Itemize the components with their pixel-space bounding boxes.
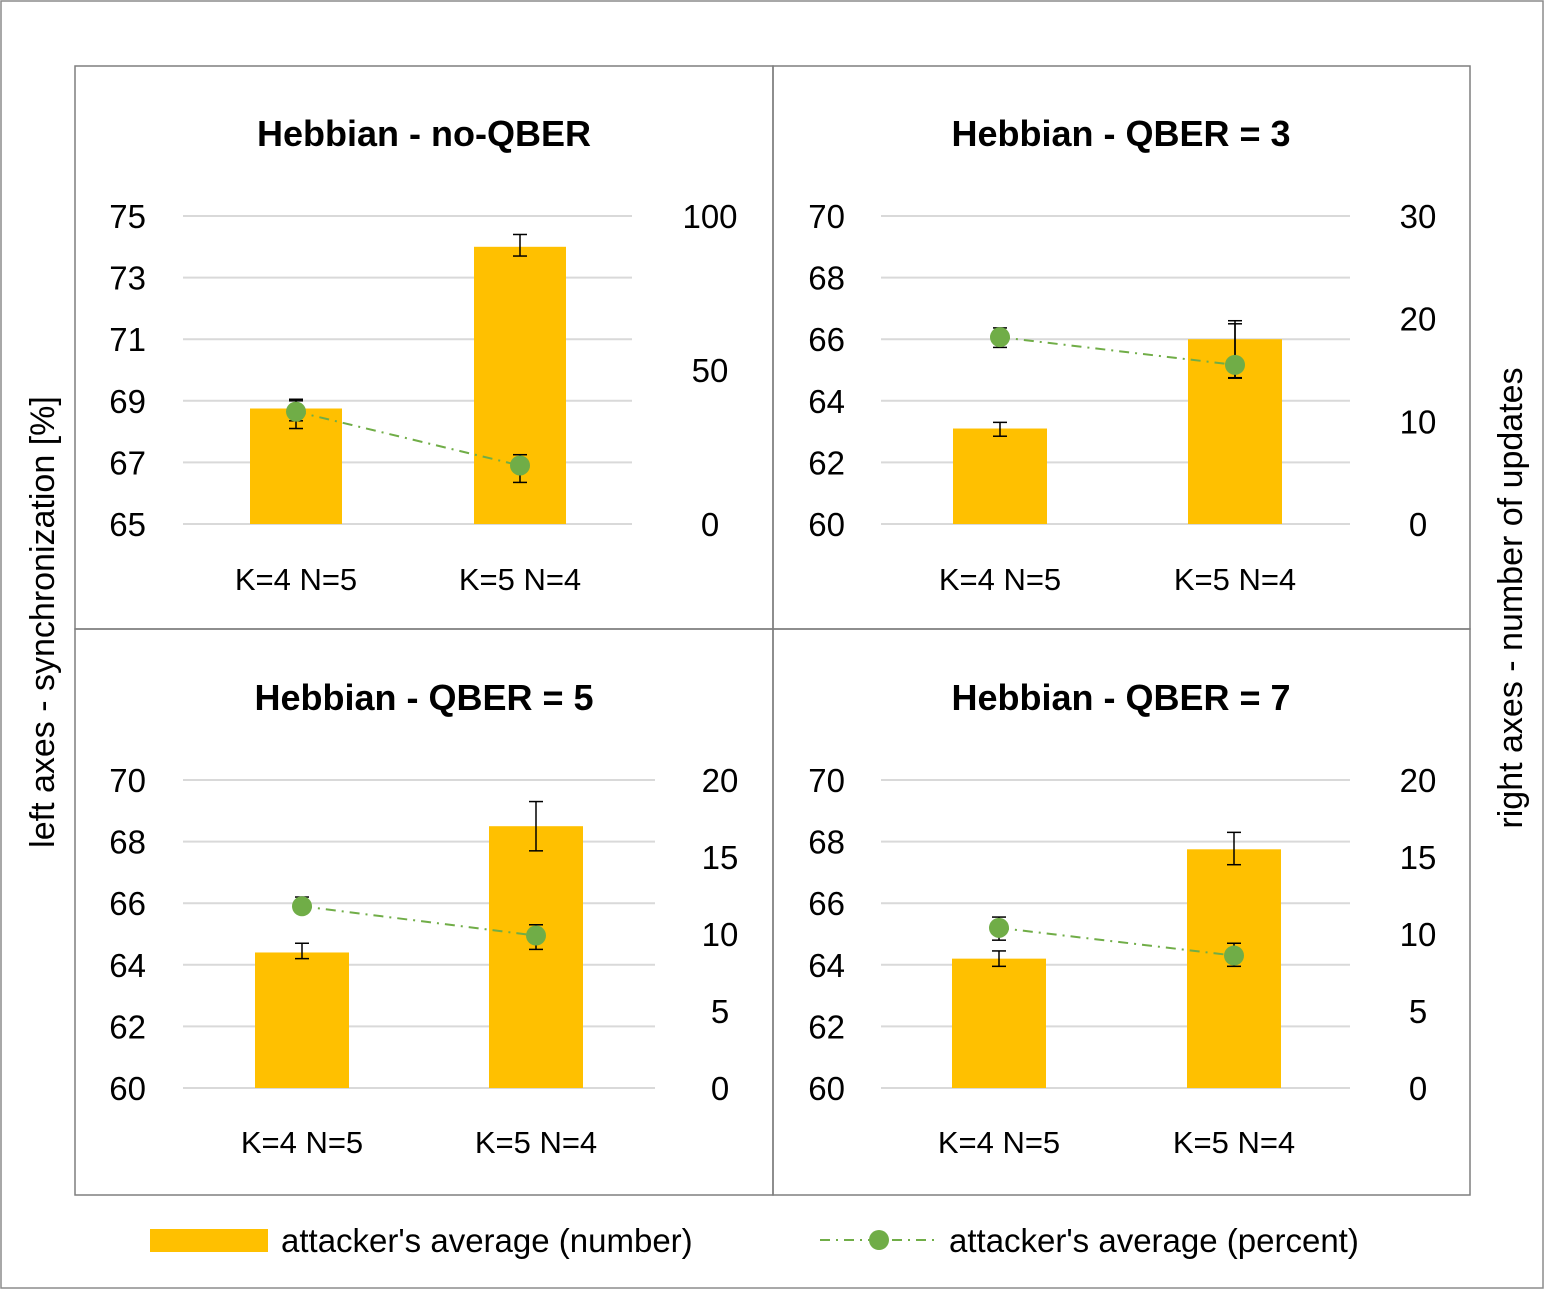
chart-title: Hebbian - QBER = 3 xyxy=(951,113,1290,154)
left-tick-label: 60 xyxy=(808,1070,845,1107)
right-tick-label: 15 xyxy=(1400,839,1437,876)
percent-point xyxy=(989,917,1009,938)
right-tick-label: 0 xyxy=(1409,506,1427,543)
category-label: K=5 N=4 xyxy=(475,1125,597,1160)
left-tick-label: 67 xyxy=(109,444,146,481)
right-tick-label: 10 xyxy=(1400,403,1437,440)
legend-bar-label: attacker's average (number) xyxy=(281,1222,693,1259)
left-tick-label: 62 xyxy=(109,1008,146,1045)
legend: attacker's average (number) attacker's a… xyxy=(150,1222,1359,1259)
percent-point xyxy=(510,455,530,476)
percent-point xyxy=(526,925,546,946)
bar xyxy=(489,826,583,1088)
left-tick-label: 70 xyxy=(808,762,845,799)
right-axis-label: right axes - number of updates xyxy=(1492,367,1530,828)
category-label: K=5 N=4 xyxy=(1173,1125,1295,1160)
percent-line xyxy=(998,926,1235,957)
left-tick-label: 70 xyxy=(808,198,845,235)
left-tick-label: 64 xyxy=(109,947,146,984)
left-tick-label: 69 xyxy=(109,383,146,420)
bar xyxy=(1187,849,1281,1088)
right-tick-label: 30 xyxy=(1400,198,1437,235)
left-tick-label: 66 xyxy=(808,321,845,358)
category-label: K=4 N=5 xyxy=(235,562,357,597)
left-tick-label: 70 xyxy=(109,762,146,799)
right-tick-label: 50 xyxy=(692,352,729,389)
right-tick-label: 100 xyxy=(682,198,737,235)
right-tick-label: 10 xyxy=(702,916,739,953)
percent-point xyxy=(990,327,1010,348)
chart-panel-3: Hebbian - QBER = 5 60 62 64 66 68 70 0 5 10 15 20 K=… xyxy=(109,677,738,1160)
right-tick-label: 0 xyxy=(711,1070,729,1107)
right-tick-label: 0 xyxy=(701,506,719,543)
left-tick-label: 65 xyxy=(109,506,146,543)
left-tick-label: 68 xyxy=(109,824,146,861)
percent-line xyxy=(301,905,537,937)
percent-point xyxy=(1225,354,1245,375)
left-tick-label: 68 xyxy=(808,260,845,297)
chart-panel-1: Hebbian - no-QBER 65 67 69 71 73 75 0 50 100 K=4 N… xyxy=(109,113,737,597)
right-tick-label: 20 xyxy=(1400,301,1437,338)
left-tick-label: 64 xyxy=(808,383,845,420)
left-axis-label: left axes - synchronization [%] xyxy=(24,396,62,848)
left-tick-label: 60 xyxy=(808,506,845,543)
left-tick-label: 66 xyxy=(109,885,146,922)
right-tick-label: 20 xyxy=(1400,762,1437,799)
panel-frames xyxy=(74,65,1471,1196)
legend-line-label: attacker's average (percent) xyxy=(949,1222,1359,1259)
category-label: K=4 N=5 xyxy=(938,1125,1060,1160)
left-tick-label: 71 xyxy=(109,321,146,358)
category-label: K=4 N=5 xyxy=(939,562,1061,597)
chart-panel-4: Hebbian - QBER = 7 60 62 64 66 68 70 0 5 10 15 20 K=… xyxy=(808,677,1436,1160)
left-tick-label: 68 xyxy=(808,824,845,861)
percent-point xyxy=(292,896,312,917)
legend-line-marker xyxy=(869,1230,889,1250)
category-label: K=5 N=4 xyxy=(459,562,581,597)
right-tick-label: 5 xyxy=(711,993,729,1030)
chart-title: Hebbian - no-QBER xyxy=(257,113,591,154)
percent-point xyxy=(1224,945,1244,966)
percent-point xyxy=(286,401,306,422)
right-tick-label: 0 xyxy=(1409,1070,1427,1107)
right-tick-label: 5 xyxy=(1409,993,1427,1030)
left-tick-label: 60 xyxy=(109,1070,146,1107)
left-tick-label: 64 xyxy=(808,947,845,984)
left-tick-label: 66 xyxy=(808,885,845,922)
chart-title: Hebbian - QBER = 5 xyxy=(254,677,593,718)
bar xyxy=(255,952,349,1088)
percent-line xyxy=(999,336,1236,366)
left-tick-label: 75 xyxy=(109,198,146,235)
right-tick-label: 20 xyxy=(702,762,739,799)
chart-panel-2: Hebbian - QBER = 3 60 62 64 66 68 70 0 10 20 30 K=4… xyxy=(808,113,1436,597)
chart-title: Hebbian - QBER = 7 xyxy=(951,677,1290,718)
left-tick-label: 73 xyxy=(109,260,146,297)
left-tick-label: 62 xyxy=(808,444,845,481)
bar xyxy=(953,428,1047,524)
left-tick-label: 62 xyxy=(808,1008,845,1045)
category-label: K=5 N=4 xyxy=(1174,562,1296,597)
category-label: K=4 N=5 xyxy=(241,1125,363,1160)
bar xyxy=(952,958,1046,1088)
right-tick-label: 15 xyxy=(702,839,739,876)
legend-bar-swatch xyxy=(150,1229,268,1252)
panel-frame-4 xyxy=(772,628,1471,1196)
right-tick-label: 10 xyxy=(1400,916,1437,953)
